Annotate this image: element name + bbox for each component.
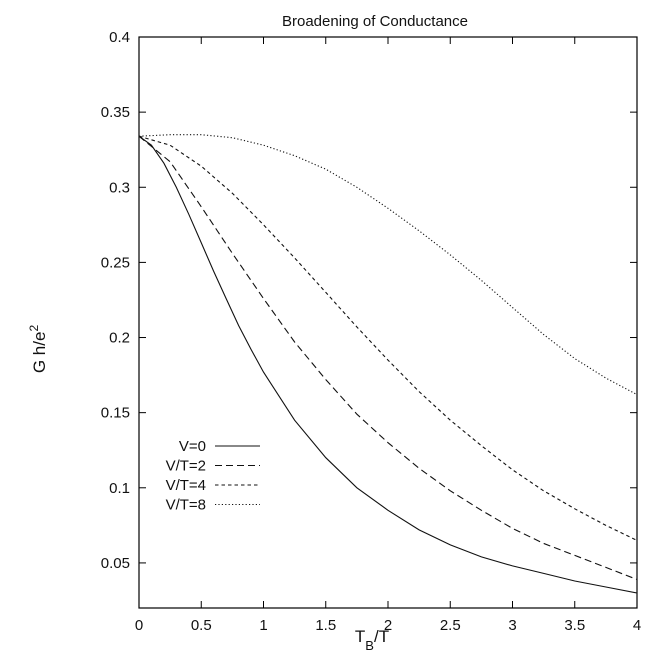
x-tick-label: 1.5 bbox=[315, 617, 336, 634]
x-tick-label: 4 bbox=[633, 617, 641, 634]
y-axis-label: G h/e2 bbox=[27, 325, 49, 374]
y-tick-label: 0.3 bbox=[109, 179, 130, 196]
x-tick-label: 2 bbox=[384, 617, 392, 634]
x-tick-label: 1 bbox=[259, 617, 267, 634]
y-tick-label: 0.05 bbox=[101, 555, 130, 572]
legend-label: V=0 bbox=[179, 438, 206, 455]
series-line-4 bbox=[138, 134, 638, 396]
legend: V=0 V/T=2 V/T=4 V/T=8 bbox=[166, 438, 260, 514]
x-axis-label-rest: /T bbox=[374, 627, 389, 646]
series-line-1 bbox=[138, 135, 638, 594]
x-tick-label: 0 bbox=[135, 617, 143, 634]
x-tick-label: 0.5 bbox=[191, 617, 212, 634]
chart-title: Broadening of Conductance bbox=[282, 13, 468, 30]
plot-frame bbox=[138, 36, 638, 609]
axis-ticks: 0 0.5 1 1.5 2 2.5 3 3.5 4 0.05 0.1 0.15 0.2 0.25 0.3 0.… bbox=[101, 29, 641, 634]
y-axis-label-main: G h/e bbox=[30, 332, 49, 374]
x-tick-label: 3.5 bbox=[564, 617, 585, 634]
series-line-3 bbox=[138, 135, 638, 541]
legend-label: V/T=8 bbox=[166, 497, 206, 514]
x-axis-label-sub: B bbox=[365, 638, 374, 650]
series-layer bbox=[138, 134, 638, 594]
legend-label: V/T=4 bbox=[166, 477, 206, 494]
y-axis-label-sup: 2 bbox=[27, 325, 41, 332]
y-tick-label: 0.15 bbox=[101, 405, 130, 422]
x-tick-label: 2.5 bbox=[440, 617, 461, 634]
x-axis-label: TB/T bbox=[355, 627, 389, 650]
x-axis-label-main: T bbox=[355, 627, 365, 646]
x-tick-label: 3 bbox=[508, 617, 516, 634]
y-tick-label: 0.35 bbox=[101, 104, 130, 121]
series-line-2 bbox=[138, 135, 638, 581]
y-tick-label: 0.25 bbox=[101, 254, 130, 271]
y-tick-label: 0.1 bbox=[109, 480, 130, 497]
y-tick-label: 0.2 bbox=[109, 330, 130, 347]
y-tick-label: 0.4 bbox=[109, 29, 130, 46]
legend-label: V/T=2 bbox=[166, 458, 206, 475]
